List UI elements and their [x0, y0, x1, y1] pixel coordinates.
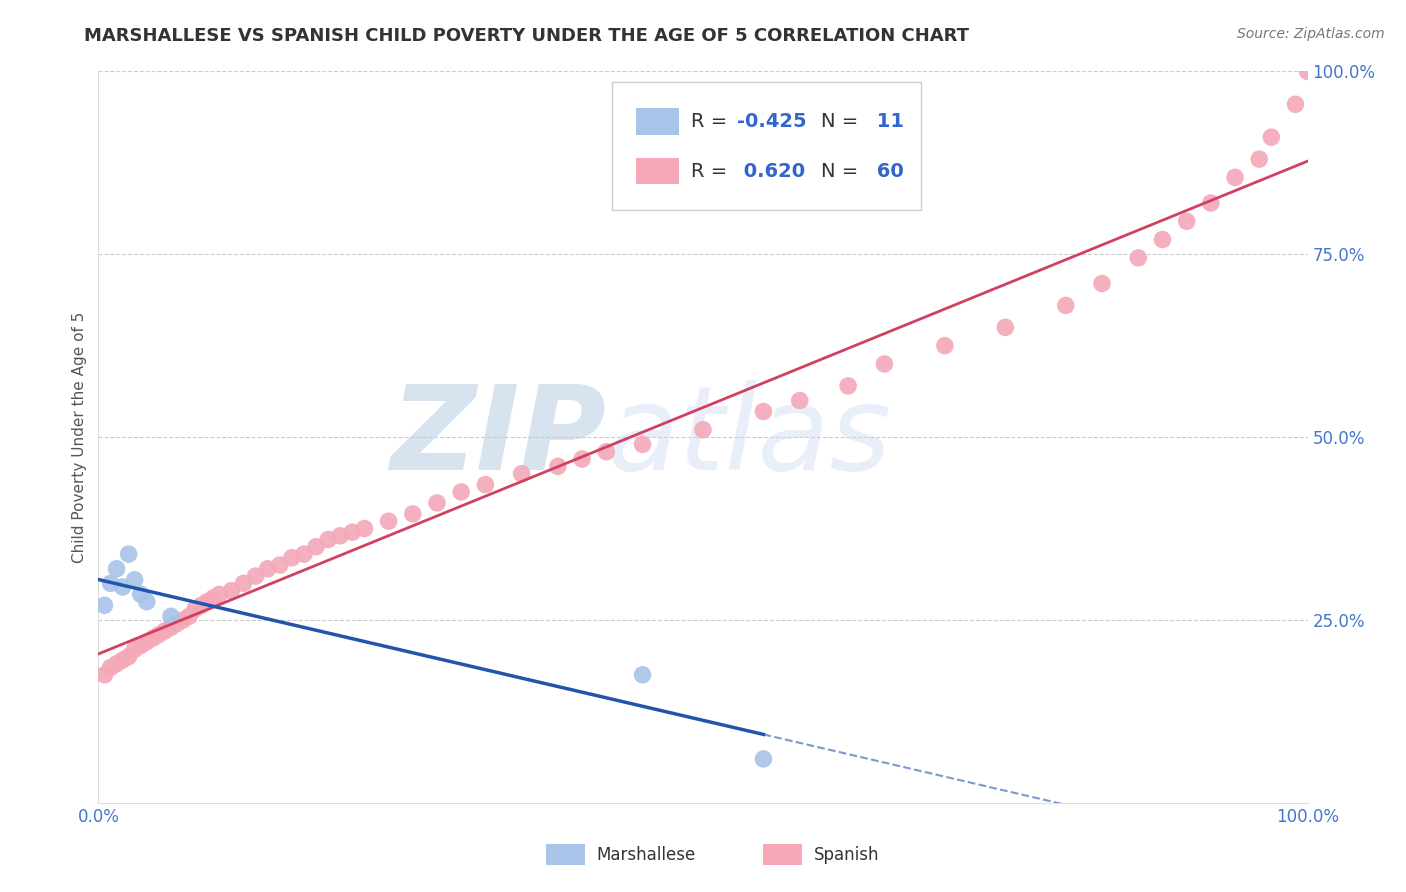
- Point: [172, 613, 194, 627]
- Point: [135, 594, 157, 608]
- FancyBboxPatch shape: [637, 158, 679, 185]
- Point: [142, 632, 165, 646]
- Point: [510, 467, 533, 481]
- Text: 60: 60: [870, 161, 904, 181]
- Text: R =: R =: [690, 112, 734, 131]
- Point: [100, 660, 122, 674]
- Text: ZIP: ZIP: [391, 380, 606, 494]
- Point: [208, 587, 231, 601]
- Point: [316, 533, 339, 547]
- FancyBboxPatch shape: [546, 845, 585, 865]
- Point: [1296, 64, 1319, 78]
- Point: [789, 393, 811, 408]
- Text: MARSHALLESE VS SPANISH CHILD POVERTY UNDER THE AGE OF 5 CORRELATION CHART: MARSHALLESE VS SPANISH CHILD POVERTY UND…: [84, 27, 969, 45]
- Point: [129, 639, 152, 653]
- Point: [135, 635, 157, 649]
- FancyBboxPatch shape: [637, 108, 679, 135]
- Point: [111, 653, 134, 667]
- Point: [353, 521, 375, 535]
- Point: [595, 444, 617, 458]
- Point: [1223, 170, 1246, 185]
- Point: [269, 558, 291, 573]
- Point: [93, 599, 115, 613]
- Point: [190, 599, 212, 613]
- Point: [232, 576, 254, 591]
- Point: [256, 562, 278, 576]
- Point: [111, 580, 134, 594]
- Point: [1152, 233, 1174, 247]
- Point: [100, 576, 122, 591]
- Point: [1249, 152, 1271, 166]
- Point: [184, 602, 207, 616]
- Point: [631, 667, 654, 681]
- Point: [292, 547, 315, 561]
- Point: [752, 752, 775, 766]
- Point: [281, 550, 304, 565]
- Point: [118, 547, 141, 561]
- Point: [450, 485, 472, 500]
- Text: atlas: atlas: [606, 380, 891, 494]
- Point: [202, 591, 225, 605]
- Text: R =: R =: [690, 161, 734, 181]
- FancyBboxPatch shape: [613, 82, 921, 211]
- Point: [329, 529, 352, 543]
- Point: [160, 609, 183, 624]
- Y-axis label: Child Poverty Under the Age of 5: Child Poverty Under the Age of 5: [72, 311, 87, 563]
- Point: [305, 540, 328, 554]
- Point: [692, 423, 714, 437]
- FancyBboxPatch shape: [763, 845, 803, 865]
- Point: [873, 357, 896, 371]
- Point: [1175, 214, 1198, 228]
- Point: [105, 562, 128, 576]
- Point: [837, 379, 859, 393]
- Text: N =: N =: [821, 112, 865, 131]
- Point: [148, 627, 170, 641]
- Point: [426, 496, 449, 510]
- Point: [1199, 196, 1222, 211]
- Point: [118, 649, 141, 664]
- Point: [160, 620, 183, 634]
- Point: [547, 459, 569, 474]
- Point: [179, 609, 201, 624]
- Point: [166, 616, 188, 631]
- Point: [1091, 277, 1114, 291]
- Text: Source: ZipAtlas.com: Source: ZipAtlas.com: [1237, 27, 1385, 41]
- Point: [377, 514, 399, 528]
- Point: [342, 525, 364, 540]
- Point: [1054, 298, 1077, 312]
- Point: [124, 642, 146, 657]
- Point: [934, 338, 956, 352]
- Point: [631, 437, 654, 451]
- Point: [124, 573, 146, 587]
- Point: [1260, 130, 1282, 145]
- Text: 11: 11: [870, 112, 904, 131]
- Point: [221, 583, 243, 598]
- Point: [105, 657, 128, 671]
- Point: [571, 452, 593, 467]
- Point: [474, 477, 496, 491]
- Point: [129, 587, 152, 601]
- Text: Marshallese: Marshallese: [596, 846, 696, 863]
- Text: Spanish: Spanish: [814, 846, 880, 863]
- Point: [402, 507, 425, 521]
- Point: [93, 667, 115, 681]
- Point: [245, 569, 267, 583]
- Text: N =: N =: [821, 161, 865, 181]
- Point: [752, 404, 775, 418]
- Point: [994, 320, 1017, 334]
- Text: -0.425: -0.425: [737, 112, 807, 131]
- Text: 0.620: 0.620: [737, 161, 806, 181]
- Point: [195, 594, 218, 608]
- Point: [1284, 97, 1306, 112]
- Point: [1128, 251, 1150, 265]
- Point: [153, 624, 176, 638]
